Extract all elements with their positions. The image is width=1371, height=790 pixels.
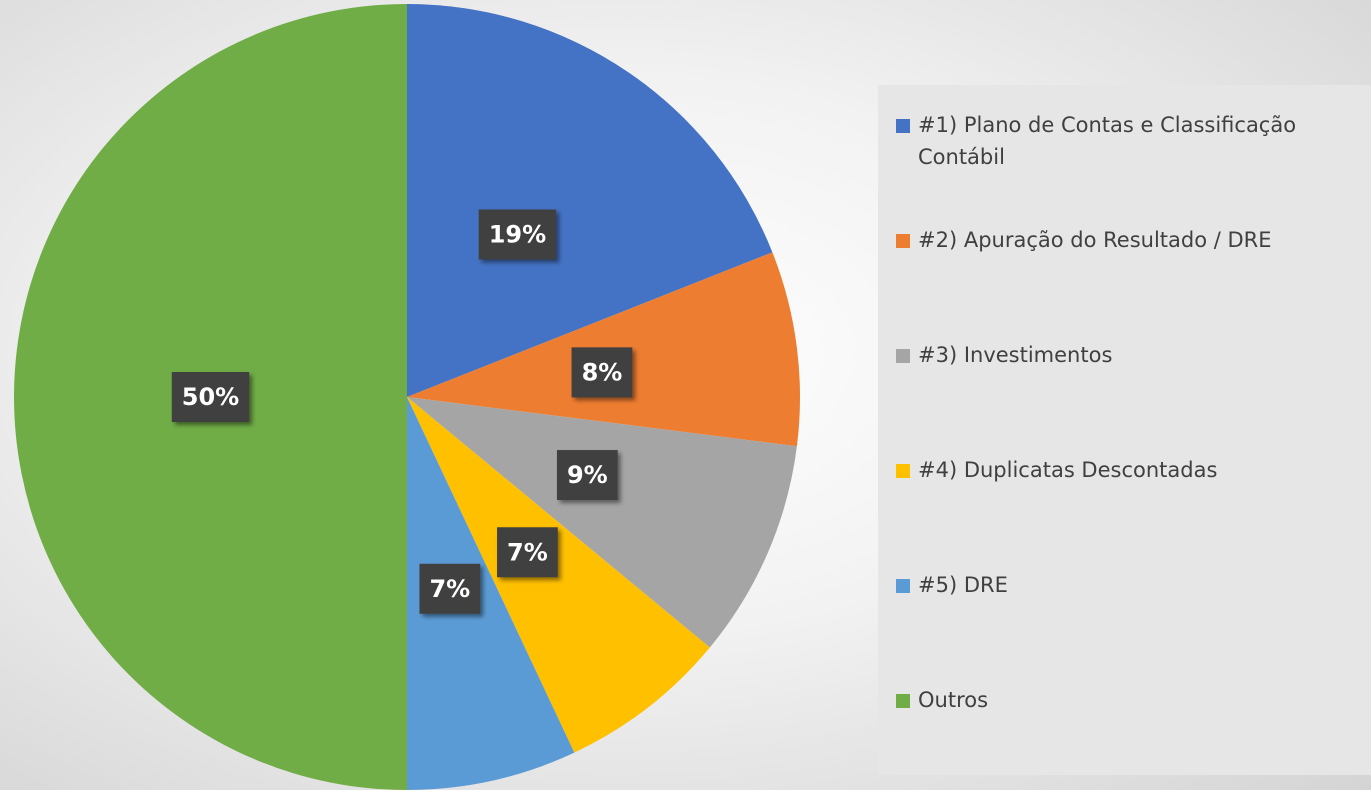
data-label: 8%	[571, 347, 633, 398]
legend-item: #2) Apuração do Resultado / DRE	[896, 224, 1371, 256]
legend-swatch	[896, 464, 910, 478]
legend-swatch	[896, 349, 910, 363]
legend-item: #4) Duplicatas Descontadas	[896, 454, 1371, 486]
legend-item: #3) Investimentos	[896, 339, 1371, 371]
legend-label: #1) Plano de Contas e Classificação Cont…	[918, 113, 1297, 169]
data-label-box	[497, 527, 558, 578]
chart: 19% 8% 9% 7% 7% 50%	[14, 4, 800, 790]
data-label-box	[478, 209, 557, 260]
data-label-box	[171, 372, 250, 422]
data-label-text: 7%	[507, 538, 548, 566]
legend-item: #1) Plano de Contas e Classificação Cont…	[896, 109, 1371, 173]
legend-label: Outros	[918, 688, 989, 712]
legend-swatch	[896, 579, 910, 593]
data-label: 7%	[419, 563, 481, 614]
legend-label: #3) Investimentos	[918, 343, 1113, 367]
data-label-text: 19%	[489, 220, 546, 248]
data-label-text: 50%	[182, 383, 239, 411]
pie-slice	[407, 397, 710, 753]
data-label-text: 8%	[582, 358, 623, 386]
legend-swatch	[896, 694, 910, 708]
data-label-text: 9%	[567, 461, 608, 489]
data-label: 9%	[556, 450, 618, 501]
legend-label: #2) Apuração do Resultado / DRE	[918, 228, 1272, 252]
legend-swatch	[896, 119, 910, 133]
data-label: 7%	[497, 527, 558, 578]
data-label-text: 7%	[429, 575, 470, 603]
pie-slice	[407, 397, 797, 648]
data-label-box	[571, 347, 633, 398]
legend-item: Outros	[896, 684, 1371, 716]
data-label-box	[419, 563, 481, 614]
data-label: 50%	[171, 372, 250, 422]
data-label-box	[556, 450, 618, 501]
pie-slice	[407, 397, 575, 790]
legend-swatch	[896, 234, 910, 248]
legend-label: #5) DRE	[918, 573, 1008, 597]
legend: #1) Plano de Contas e Classificação Cont…	[878, 85, 1371, 775]
data-label: 19%	[478, 209, 557, 260]
legend-label: #4) Duplicatas Descontadas	[918, 458, 1218, 482]
legend-item: #5) DRE	[896, 569, 1371, 601]
pie-slice	[407, 4, 773, 397]
